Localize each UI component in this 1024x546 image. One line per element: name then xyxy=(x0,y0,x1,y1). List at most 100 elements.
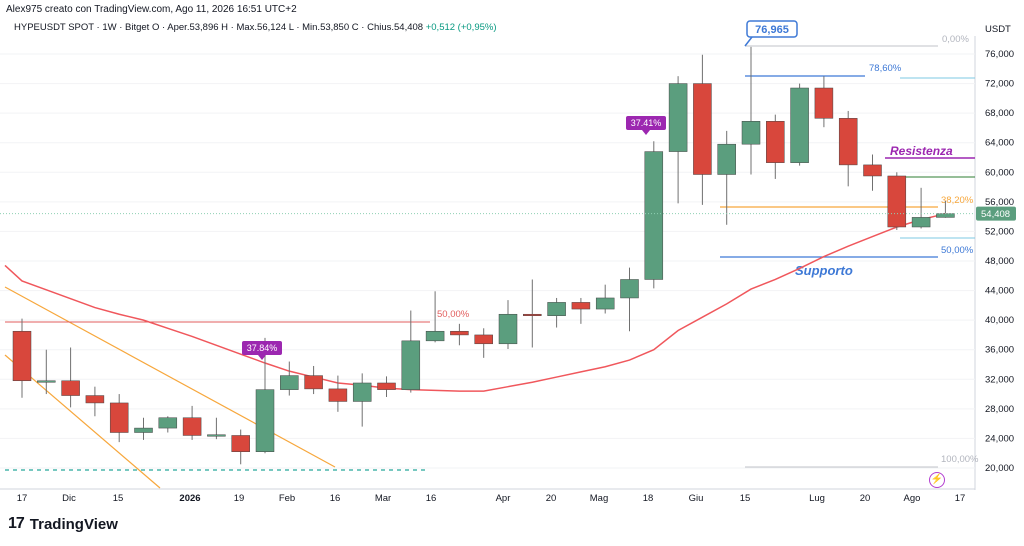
fib-label: 38,20% xyxy=(941,195,974,206)
fib-label-left: 50,00% xyxy=(437,309,470,320)
x-tick-label: Feb xyxy=(279,493,295,504)
x-tick-label: 20 xyxy=(860,493,871,504)
percent-badge xyxy=(626,116,666,130)
last-price-tag xyxy=(976,206,1016,221)
candle-body xyxy=(814,87,834,119)
y-tick-label: 48,000 xyxy=(985,256,1014,267)
candle-body xyxy=(401,340,421,390)
chart-credit: Alex975 creato con TradingView.com, Ago … xyxy=(6,4,297,15)
candle-body xyxy=(717,143,736,175)
ath-badge xyxy=(746,20,798,38)
x-tick-label: 17 xyxy=(17,493,28,504)
candle-body xyxy=(182,417,202,436)
ath-pointer xyxy=(744,36,753,47)
candle-body xyxy=(280,375,299,390)
y-tick-label: 32,000 xyxy=(985,374,1014,385)
support-label: Supporto xyxy=(795,263,853,278)
candle-body xyxy=(693,83,712,175)
y-tick-label: 52,000 xyxy=(985,226,1014,237)
x-tick-label: Mag xyxy=(590,493,608,504)
candle-body xyxy=(61,380,80,396)
ohlc-low: L · Min.53,850 xyxy=(288,22,350,33)
badge-pointer xyxy=(642,130,650,135)
tradingview-logo[interactable]: 17 TradingView xyxy=(8,515,118,533)
y-tick-label: 24,000 xyxy=(985,433,1014,444)
x-tick-label: Apr xyxy=(496,493,511,504)
ohlc-close: C · Chius.54,408 xyxy=(351,22,424,33)
candle-body xyxy=(547,302,566,316)
fib-label: 100,00% xyxy=(941,454,979,465)
x-tick-label: Giu xyxy=(689,493,704,504)
currency-label: USDT xyxy=(985,24,1011,35)
badge-pointer xyxy=(258,355,266,360)
candle-body xyxy=(863,164,882,177)
candle-body xyxy=(474,334,493,345)
candle-body xyxy=(450,330,469,336)
x-tick-label: Dic xyxy=(62,493,76,504)
x-tick-label: 16 xyxy=(330,493,341,504)
x-tick-label: 17 xyxy=(955,493,966,504)
percent-badge xyxy=(242,341,282,355)
percent-badge-label: 37.41% xyxy=(631,118,662,128)
fib-label: 50,00% xyxy=(941,245,974,256)
x-tick-label: 15 xyxy=(113,493,124,504)
y-tick-label: 64,000 xyxy=(985,138,1014,149)
resistance-label: Resistenza xyxy=(890,144,953,158)
candle-body xyxy=(620,279,639,299)
y-tick-label: 36,000 xyxy=(985,345,1014,356)
candle-body xyxy=(109,402,129,433)
y-tick-label: 60,000 xyxy=(985,167,1014,178)
logo-text: TradingView xyxy=(29,515,118,533)
fib-label: 0,00% xyxy=(942,34,969,45)
x-tick-label: Ago xyxy=(904,493,921,504)
last-price-label: 54,408 xyxy=(981,209,1010,220)
x-tick-label: 18 xyxy=(643,493,654,504)
candle-body xyxy=(158,417,178,429)
candle-body xyxy=(571,302,591,310)
x-tick-label: 15 xyxy=(740,493,751,504)
candle-body xyxy=(304,375,323,390)
x-tick-label: 20 xyxy=(546,493,557,504)
ohlc-open: O · Aper.53,896 xyxy=(151,22,219,33)
candle-body xyxy=(12,330,32,382)
y-tick-label: 76,000 xyxy=(985,49,1014,60)
x-tick-label: Mar xyxy=(375,493,391,504)
candle-body xyxy=(352,382,372,402)
y-tick-label: 68,000 xyxy=(985,108,1014,119)
candle-body xyxy=(37,380,56,383)
candle-body xyxy=(838,118,858,166)
x-tick-label: 16 xyxy=(426,493,437,504)
candle-body xyxy=(498,313,518,345)
candle-body xyxy=(207,434,226,437)
candle-body xyxy=(911,217,931,228)
percent-badge-label: 37.84% xyxy=(247,343,278,353)
channel-upper-line xyxy=(4,286,336,468)
y-tick-label: 20,000 xyxy=(985,463,1014,474)
y-tick-label: 44,000 xyxy=(985,286,1014,297)
fib-label: 78,60% xyxy=(869,63,902,74)
lightning-icon[interactable]: ⚡ xyxy=(929,472,945,488)
candle-body xyxy=(425,330,445,342)
candle-body xyxy=(887,175,907,228)
candle-body xyxy=(134,427,153,433)
y-tick-label: 56,000 xyxy=(985,197,1014,208)
y-tick-label: 40,000 xyxy=(985,315,1014,326)
candle-body xyxy=(790,87,809,163)
candle-body xyxy=(668,83,688,152)
candle-body xyxy=(523,313,542,316)
ath-badge-label: 76,965 xyxy=(755,24,789,36)
symbol-name[interactable]: HYPEUSDT SPOT · 1W · Bitget xyxy=(14,22,150,33)
candle-body xyxy=(377,382,396,390)
candle-body xyxy=(595,297,615,310)
tradingview-logo-icon: 17 xyxy=(8,515,25,532)
y-tick-label: 72,000 xyxy=(985,79,1014,90)
x-tick-label: 2026 xyxy=(179,493,200,504)
candle-body xyxy=(255,389,275,452)
candle-body xyxy=(936,213,955,218)
candle-body xyxy=(741,121,761,145)
candle-body xyxy=(766,121,785,163)
symbol-info-bar: HYPEUSDT SPOT · 1W · Bitget O · Aper.53,… xyxy=(14,22,497,33)
candle-body xyxy=(328,388,348,402)
ohlc-change: +0,512 (+0,95%) xyxy=(425,22,497,33)
